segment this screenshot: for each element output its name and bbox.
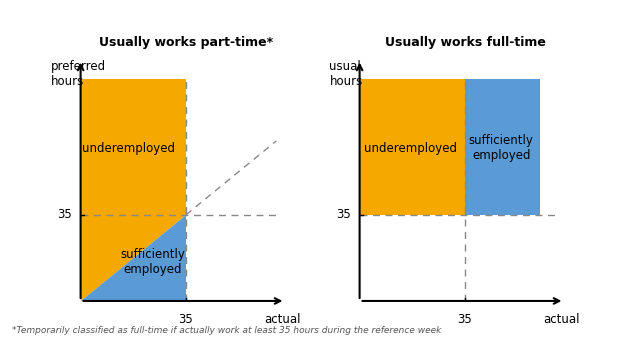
Polygon shape bbox=[81, 215, 186, 301]
Polygon shape bbox=[81, 79, 186, 301]
Polygon shape bbox=[465, 79, 540, 215]
Text: 35: 35 bbox=[57, 208, 71, 221]
Text: sufficiently
employed: sufficiently employed bbox=[469, 134, 534, 162]
Title: Usually works full-time: Usually works full-time bbox=[384, 36, 546, 49]
Text: *Temporarily classified as full-time if actually work at least 35 hours during t: *Temporarily classified as full-time if … bbox=[12, 326, 442, 335]
Polygon shape bbox=[360, 79, 465, 215]
Text: 35: 35 bbox=[336, 208, 350, 221]
Text: actual: actual bbox=[264, 313, 301, 326]
Text: actual: actual bbox=[543, 313, 580, 326]
Text: underemployed: underemployed bbox=[365, 142, 458, 155]
Text: 35: 35 bbox=[458, 313, 472, 326]
Title: Usually works part-time*: Usually works part-time* bbox=[99, 36, 273, 49]
Text: preferred
hours: preferred hours bbox=[50, 60, 105, 88]
Text: usual
hours: usual hours bbox=[329, 60, 363, 88]
Text: 35: 35 bbox=[179, 313, 193, 326]
Text: sufficiently
employed: sufficiently employed bbox=[120, 248, 185, 276]
Text: underemployed: underemployed bbox=[82, 142, 175, 155]
